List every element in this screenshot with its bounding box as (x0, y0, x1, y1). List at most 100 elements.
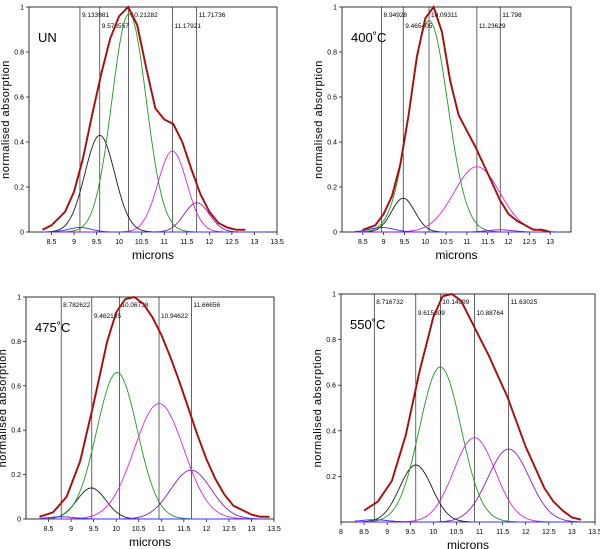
peak-marker-label: 10.06738 (121, 302, 148, 309)
y-tick-label: 0.8 (14, 50, 24, 57)
envelope-curve (42, 5, 246, 231)
component-curve (354, 519, 585, 523)
component-curve (354, 20, 562, 233)
y-axis-label: normalised absorption (0, 60, 12, 179)
y-tick-label: 0.4 (11, 428, 21, 435)
peak-marker-label: 8.782622 (63, 302, 90, 309)
x-tick-label: 11 (463, 239, 470, 246)
x-tick-label: 9.5 (405, 529, 415, 536)
x-tick-label: 9 (72, 239, 76, 246)
y-tick-label: 0.2 (14, 185, 24, 192)
peak-marker-label: 10.21282 (131, 12, 158, 19)
x-tick-label: 13.5 (270, 239, 284, 246)
peak-marker-label: 11.63025 (511, 299, 538, 306)
component-curve (42, 227, 268, 233)
component-curve (42, 13, 268, 233)
y-tick-label: 0.6 (14, 95, 24, 102)
x-tick-label: 8.5 (358, 239, 368, 246)
peak-marker-label: 11.66656 (193, 302, 220, 309)
x-tick-label: 10 (112, 526, 120, 533)
component-curve (39, 469, 265, 520)
x-tick-label: 12 (202, 526, 210, 533)
x-tick-label: 9.5 (89, 526, 99, 533)
y-tick-label: 0.2 (326, 474, 336, 481)
panel-label: 475˚C (35, 320, 70, 335)
x-tick-label: 12.5 (542, 529, 556, 536)
panel-3: 8.5 9 9.5 10 10.5 11 11.5 12 12.5 13 13.5 0 0.2 0.4 0.… (0, 295, 281, 549)
peak-marker-label: 10.14999 (442, 299, 469, 306)
x-tick-label: 12.5 (222, 526, 236, 533)
peak-marker-label: 9.462185 (94, 313, 121, 320)
x-tick-label: 11 (161, 239, 168, 246)
envelope-curve (363, 292, 582, 521)
x-tick-label: 13.5 (588, 529, 600, 536)
peak-marker-label: 10.88764 (476, 310, 503, 317)
x-axis-label: microns (129, 535, 171, 549)
panel-4: 8 8.5 9 9.5 10 10.5 11 11.5 12 12.5 13 13.5 0.2 0.4 0.… (312, 292, 600, 549)
x-tick-label: 12.5 (225, 239, 239, 246)
y-tick-label: 0.2 (11, 472, 21, 479)
peak-marker-label: 8.94928 (384, 12, 408, 19)
x-tick-label: 11.5 (177, 526, 190, 533)
x-tick-label: 13 (568, 529, 576, 536)
y-tick-label: 0.8 (11, 339, 21, 346)
x-tick-label: 11.5 (496, 529, 509, 536)
envelope-curve (39, 295, 270, 518)
y-tick-label: 0.4 (14, 140, 24, 147)
y-tick-label: 1 (333, 5, 337, 12)
peak-marker-label: 11.798 (502, 12, 522, 19)
x-tick-label: 10 (421, 239, 429, 246)
x-tick-label: 9 (69, 526, 73, 533)
peak-marker-label: 9.615809 (418, 310, 445, 317)
component-curve (39, 403, 265, 520)
y-tick-label: 1 (332, 292, 336, 299)
y-tick-label: 0.8 (326, 337, 336, 344)
x-tick-label: 8.5 (359, 529, 369, 536)
x-axis-label: microns (132, 248, 174, 262)
x-tick-label: 10.5 (450, 529, 464, 536)
x-axis-label: microns (435, 248, 477, 262)
y-tick-label: 0 (333, 230, 337, 237)
component-curve (39, 372, 265, 520)
y-axis-label: normalised absorption (0, 349, 9, 468)
x-tick-label: 12.5 (523, 239, 537, 246)
x-tick-label: 11 (476, 529, 483, 536)
x-tick-label: 8.5 (44, 526, 54, 533)
peak-marker-label: 10.09311 (431, 12, 458, 19)
peak-marker-label: 10.94622 (161, 313, 188, 320)
x-tick-label: 11.5 (180, 239, 193, 246)
component-curve (354, 366, 585, 523)
x-tick-label: 13.5 (267, 526, 281, 533)
x-tick-label: 9.5 (92, 239, 102, 246)
peak-marker-label: 11.17921 (174, 23, 201, 30)
peak-marker-label: 8.716732 (376, 299, 403, 306)
component-curve (354, 464, 585, 523)
peak-marker-label: 11.71736 (199, 12, 226, 19)
x-tick-label: 10.5 (439, 239, 453, 246)
x-tick-label: 8 (339, 529, 343, 536)
y-axis-label: normalised absorption (312, 349, 324, 468)
component-curve (39, 516, 265, 520)
x-tick-label: 11 (158, 526, 165, 533)
panel-1: 8.5 9 9.5 10 10.5 11 11.5 12 12.5 13 13.5 0 0.2 0.4 0.… (0, 5, 284, 263)
envelope-fit-overlay (42, 6, 246, 231)
y-tick-label: 0.6 (326, 383, 336, 390)
envelope-fit-overlay (363, 293, 582, 520)
component-curve (354, 227, 562, 233)
y-tick-label: 0 (17, 517, 21, 524)
envelope-fit-overlay (39, 296, 270, 518)
peak-marker-label: 11.23629 (479, 23, 506, 30)
panel-2: 8.5 9 9.5 10 10.5 11 11.5 12 12.5 13 0 0.2 0.4 0.6 0.8… (313, 5, 572, 262)
y-tick-label: 1 (17, 295, 21, 302)
envelope-fit-overlay (362, 6, 551, 233)
x-tick-label: 11.5 (481, 239, 494, 246)
peak-marker-label: 9.465405 (405, 23, 432, 30)
panel-label: UN (38, 30, 57, 45)
x-tick-label: 8.5 (47, 239, 57, 246)
x-tick-label: 12 (522, 529, 530, 536)
component-curve (354, 197, 562, 233)
x-axis-label: microns (447, 538, 489, 549)
x-tick-label: 13 (546, 239, 554, 246)
x-tick-label: 10 (115, 239, 123, 246)
